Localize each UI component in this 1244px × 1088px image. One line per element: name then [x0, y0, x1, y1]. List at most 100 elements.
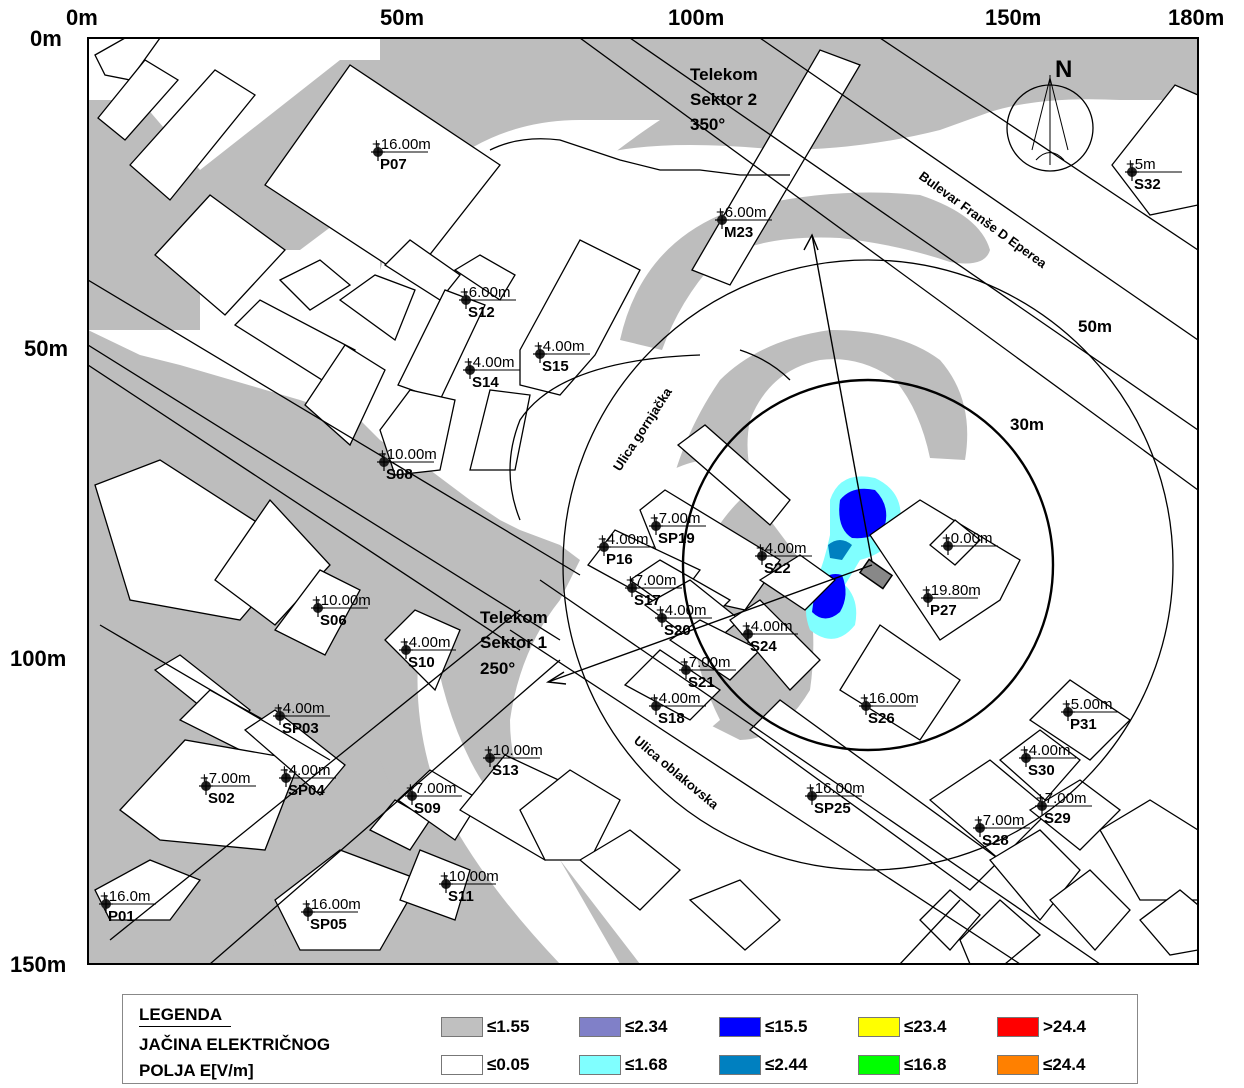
point-marker: +4.00m SP04 — [279, 762, 336, 799]
legend-swatch — [719, 1055, 761, 1075]
point-id: P27 — [930, 602, 957, 619]
legend-label: ≤0.05 — [487, 1055, 530, 1074]
legend-item: ≤16.8 — [858, 1055, 946, 1075]
point-id: S24 — [750, 638, 777, 655]
point-id: P31 — [1070, 716, 1097, 733]
legend-item: ≤2.44 — [719, 1055, 807, 1075]
point-id: P01 — [108, 908, 135, 925]
point-marker: +7.00m S29 — [1035, 790, 1092, 827]
point-height: +7.00m — [200, 770, 250, 787]
point-height: +10.00m — [484, 742, 543, 759]
legend-item: ≤2.34 — [579, 1017, 667, 1037]
point-marker: +7.00m S28 — [973, 812, 1030, 849]
axis-y: 0m 50m 100m 150m — [10, 26, 68, 977]
x-label-100: 100m — [668, 5, 724, 30]
point-height: +4.00m — [400, 634, 450, 651]
point-marker: +10.00m S06 — [311, 592, 371, 629]
legend-title: LEGENDA — [139, 1005, 223, 1024]
point-id: S28 — [982, 832, 1009, 849]
legend-swatch — [579, 1055, 621, 1075]
legend-swatch — [858, 1017, 900, 1037]
point-id: S14 — [472, 374, 499, 391]
point-height: +16.00m — [806, 780, 865, 797]
point-id: S15 — [542, 358, 569, 375]
point-height: +16.0m — [100, 888, 150, 905]
point-id: SP04 — [288, 782, 325, 799]
sector-1-label: Telekom Sektor 1 250° — [480, 608, 548, 678]
sector-arrows — [545, 233, 873, 685]
point-marker: +4.00m P16 — [597, 531, 654, 568]
point-marker: +0.00m — [941, 530, 998, 555]
point-height: +5m — [1126, 156, 1156, 173]
point-marker: +7.00m S02 — [199, 770, 256, 807]
point-marker: +4.00m S15 — [533, 338, 590, 375]
legend-swatch — [441, 1055, 483, 1075]
point-marker: +16.00m SP05 — [301, 896, 361, 933]
legend-label: ≤15.5 — [765, 1017, 808, 1036]
range-circles — [562, 259, 1174, 871]
legend-swatch — [858, 1055, 900, 1075]
legend-item: ≤0.05 — [441, 1055, 529, 1075]
point-id: P16 — [606, 551, 633, 568]
point-height: +7.00m — [626, 572, 676, 589]
point-id: S10 — [408, 654, 435, 671]
legend-label: ≤23.4 — [904, 1017, 947, 1036]
point-height: +10.00m — [378, 446, 437, 463]
legend-label: ≤2.44 — [765, 1055, 808, 1074]
buildings — [94, 38, 1198, 964]
point-height: +6.00m — [460, 284, 510, 301]
roads — [88, 38, 1198, 964]
legend-swatch — [441, 1017, 483, 1037]
point-marker: +4.00m S18 — [649, 690, 706, 727]
point-marker: +16.00m SP25 — [805, 780, 865, 817]
point-id: S02 — [208, 790, 235, 807]
point-id: S26 — [868, 710, 895, 727]
point-id: S09 — [414, 800, 441, 817]
point-marker: +4.00m S20 — [655, 602, 712, 639]
point-height: +4.00m — [598, 531, 648, 548]
x-label-180: 180m — [1168, 5, 1224, 30]
legend-label: ≤2.34 — [625, 1017, 668, 1036]
point-height: +16.00m — [372, 136, 431, 153]
point-height: +6.00m — [716, 204, 766, 221]
point-id: S30 — [1028, 762, 1055, 779]
sector-2-label: Telekom Sektor 2 350° — [690, 65, 758, 134]
legend-subtitle-2: POLJA E[V/m] — [139, 1061, 254, 1080]
y-label-150: 150m — [10, 952, 66, 977]
point-id: S18 — [658, 710, 685, 727]
legend-swatch — [997, 1017, 1039, 1037]
legend-swatch — [579, 1017, 621, 1037]
legend: LEGENDA JAČINA ELEKTRIČNOG POLJA E[V/m] … — [122, 994, 1138, 1084]
point-id: S20 — [664, 622, 691, 639]
legend-item: ≤24.4 — [997, 1055, 1085, 1075]
point-marker: +4.00m S10 — [399, 634, 456, 671]
legend-item: ≤1.68 — [579, 1055, 667, 1075]
point-height: +4.00m — [534, 338, 584, 355]
north-arrow — [1006, 75, 1094, 172]
legend-swatch — [997, 1055, 1039, 1075]
legend-subtitle-1: JAČINA ELEKTRIČNOG — [139, 1035, 331, 1054]
point-height: +4.00m — [280, 762, 330, 779]
point-id: P07 — [380, 156, 407, 173]
point-id: SP19 — [658, 530, 695, 547]
point-id: S29 — [1044, 810, 1071, 827]
point-height: +4.00m — [274, 700, 324, 717]
radius-30-label: 30m — [1010, 415, 1044, 434]
point-marker: +7.00m S09 — [405, 780, 462, 817]
point-height: +0.00m — [942, 530, 992, 547]
sector-1-angle: 250° — [480, 659, 515, 678]
axis-x: 0m 50m 100m 150m 180m — [66, 5, 1224, 30]
point-id: S08 — [386, 466, 413, 483]
legend-item: ≤23.4 — [858, 1017, 946, 1037]
x-label-0: 0m — [66, 5, 98, 30]
point-id: SP05 — [310, 916, 347, 933]
point-marker: +4.00m S22 — [755, 540, 812, 577]
point-marker: +6.00m M23 — [715, 204, 772, 241]
legend-title-rule — [139, 1026, 231, 1027]
sector-1-name: Telekom — [480, 608, 548, 627]
point-height: +7.00m — [650, 510, 700, 527]
sector-2-name: Telekom — [690, 65, 758, 84]
point-id: S32 — [1134, 176, 1161, 193]
point-marker: +10.00m S11 — [439, 868, 499, 905]
